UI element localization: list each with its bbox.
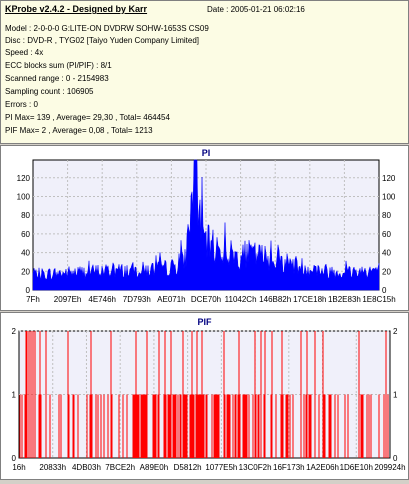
y-tick-label-left: 120 (17, 174, 31, 183)
pi-chart-panel: PI 0 0 20 20 40 40 60 60 80 80 100 100 120 120 7Fh 2097E… (0, 145, 409, 311)
y-tick-label-right: 2 (393, 327, 398, 336)
y-tick-label-right: 0 (393, 454, 398, 463)
x-tick-label: 16F173h (273, 463, 305, 472)
info-pi-stats: PI Max= 139 , Average= 29,30 , Total= 46… (5, 113, 170, 122)
info-sampling-count: Sampling count : 106905 (5, 87, 94, 96)
pi-series (32, 159, 380, 291)
x-tick-label: 4E746h (88, 295, 116, 304)
info-ecc-blocks: ECC blocks sum (PI/PIF) : 8/1 (5, 61, 112, 70)
y-tick-label-right: 20 (382, 267, 391, 276)
info-panel: KProbe v2.4.2 - Designed by Karr Date : … (0, 0, 409, 144)
x-tick-label: 2097Eh (54, 295, 82, 304)
x-tick-label: 1E8C15h (362, 295, 395, 304)
x-tick-label: 13C0F2h (239, 463, 272, 472)
x-tick-label: 7BCE2h (105, 463, 135, 472)
y-tick-label-left: 0 (26, 286, 31, 295)
y-tick-label-left: 100 (17, 192, 31, 201)
y-tick-label-left: 1 (12, 391, 17, 400)
y-tick-label-left: 60 (21, 230, 30, 239)
y-tick-label-right: 80 (382, 211, 391, 220)
y-tick-label-left: 20 (21, 267, 30, 276)
y-tick-label-right: 0 (382, 286, 387, 295)
y-tick-label-left: 0 (12, 454, 17, 463)
x-tick-label: D5812h (174, 463, 202, 472)
scan-date: Date : 2005-01-21 06:02:16 (207, 5, 305, 14)
info-pif-stats: PIF Max= 2 , Average= 0,08 , Total= 1213 (5, 126, 153, 135)
x-tick-label: 17CE18h (293, 295, 326, 304)
chart-title: PIF (197, 317, 212, 327)
chart-title: PI (202, 148, 211, 158)
info-disc: Disc : DVD-R , TYG02 [Taiyo Yuden Compan… (5, 36, 200, 45)
y-tick-label-right: 60 (382, 230, 391, 239)
x-tick-label: 7Fh (26, 295, 40, 304)
x-tick-label: 16h (12, 463, 25, 472)
info-speed: Speed : 4x (5, 48, 44, 57)
y-tick-label-right: 100 (382, 192, 396, 201)
x-tick-label: 1D6E10h (340, 463, 373, 472)
x-tick-label: 146B82h (259, 295, 291, 304)
info-scanned-range: Scanned range : 0 - 2154983 (5, 74, 109, 83)
x-tick-label: DCE70h (191, 295, 221, 304)
pi-chart: PI 0 0 20 20 40 40 60 60 80 80 100 100 120 120 7Fh 2097E… (17, 148, 396, 304)
x-tick-label: AE071h (157, 295, 185, 304)
x-tick-label: 1A2E06h (306, 463, 339, 472)
x-tick-label: 20833h (39, 463, 66, 472)
app-title: KProbe v2.4.2 - Designed by Karr (5, 4, 148, 14)
x-tick-label: 1077E5h (205, 463, 237, 472)
info-errors: Errors : 0 (5, 100, 38, 109)
info-model: Model : 2-0-0-0 G:LITE-ON DVDRW SOHW-165… (5, 24, 209, 33)
y-tick-label-left: 80 (21, 211, 30, 220)
x-tick-label: A89E0h (140, 463, 168, 472)
x-tick-label: 7D793h (123, 295, 151, 304)
x-tick-label: 1B2E83h (328, 295, 361, 304)
pif-chart-panel: PIF 0 0 1 1 2 2 16h 20833h 4DB03h 7BCE2h A89E0h D581… (0, 312, 409, 480)
y-tick-label-right: 1 (393, 391, 398, 400)
x-tick-label: 11042Ch (225, 295, 257, 304)
y-tick-label-right: 120 (382, 174, 396, 183)
x-tick-label: 4DB03h (72, 463, 101, 472)
y-tick-label-right: 40 (382, 249, 391, 258)
y-tick-label-left: 2 (12, 327, 17, 336)
pif-chart: PIF 0 0 1 1 2 2 16h 20833h 4DB03h 7BCE2h A89E0h D581… (12, 317, 406, 472)
x-tick-label: 209924h (374, 463, 405, 472)
y-tick-label-left: 40 (21, 249, 30, 258)
